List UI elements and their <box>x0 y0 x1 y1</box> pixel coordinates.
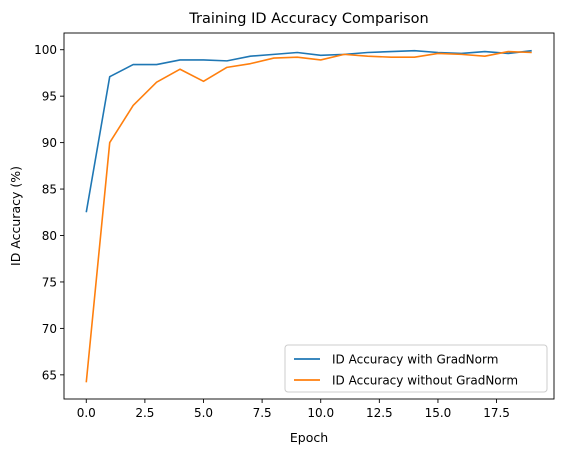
y-tick-label: 95 <box>42 90 57 104</box>
plot-area <box>85 49 532 383</box>
y-tick-label: 65 <box>42 368 57 382</box>
y-axis: 65 70 75 80 85 90 95 100 <box>34 43 64 382</box>
chart-title: Training ID Accuracy Comparison <box>188 11 429 27</box>
plot-frame <box>63 32 555 400</box>
y-tick-label: 70 <box>42 322 57 336</box>
legend-label: ID Accuracy with GradNorm <box>332 353 498 367</box>
y-axis-label: ID Accuracy (%) <box>8 166 23 266</box>
x-tick-label: 15.0 <box>425 406 452 420</box>
x-tick-label: 0.0 <box>77 406 96 420</box>
x-tick-label: 17.5 <box>483 406 510 420</box>
y-tick-label: 80 <box>42 229 57 243</box>
x-axis: 0.0 2.5 5.0 7.5 10.0 12.5 15.0 17.5 <box>77 399 510 420</box>
x-tick-label: 5.0 <box>194 406 213 420</box>
y-tick-label: 90 <box>42 136 57 150</box>
legend: ID Accuracy with GradNorm ID Accuracy wit… <box>284 344 548 393</box>
legend-box <box>284 344 548 393</box>
legend-label: ID Accuracy without GradNorm <box>332 374 518 388</box>
x-tick-label: 7.5 <box>253 406 272 420</box>
series-line-0 <box>85 49 532 213</box>
x-axis-label: Epoch <box>290 430 328 445</box>
series-line-1 <box>85 50 532 383</box>
x-tick-label: 12.5 <box>366 406 393 420</box>
x-tick-label: 10.0 <box>307 406 334 420</box>
x-tick-label: 2.5 <box>135 406 154 420</box>
y-tick-label: 100 <box>34 43 57 57</box>
y-tick-label: 85 <box>42 183 57 197</box>
y-tick-label: 75 <box>42 275 57 289</box>
